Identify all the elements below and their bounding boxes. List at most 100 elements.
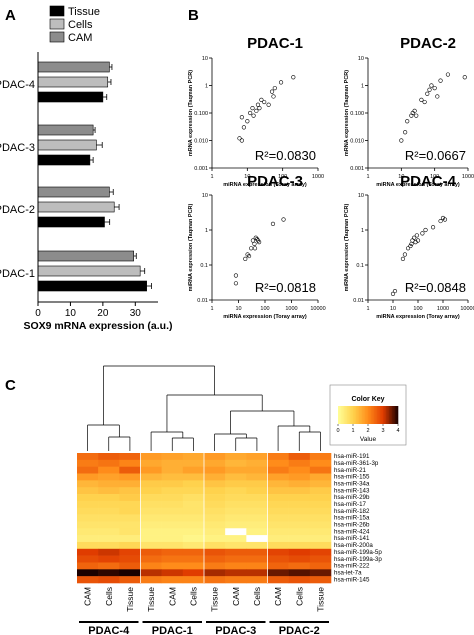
heatmap-cell [98,473,120,481]
heatmap-cell [288,521,311,529]
heatmap-cell [204,480,226,488]
scatter-point [278,80,284,85]
heatmap-cell [225,459,247,467]
y-axis-label: miRNA expression (Taqman PCR) [188,203,194,291]
heatmap-cell [309,494,332,502]
heatmap-cell [161,541,184,550]
color-key-swatch [344,406,346,424]
heatmap-cell [288,480,311,488]
heatmap-cell [140,453,162,461]
heatmap-cell [246,562,268,570]
heatmap-cell [309,548,332,556]
heatmap-cell [204,487,226,495]
x-tick-label: 1000 [285,306,297,312]
row-label: hsa-miR-199a-5p [334,549,382,556]
heatmap-cell [204,500,226,509]
heatmap-cell [267,535,289,543]
x-tick-label: 10 [398,174,404,180]
heatmap-cell [161,480,184,488]
heatmap-cell [77,569,99,577]
group-labels: PDAC-4 PDAC-1 PDAC-3 PDAC-2 [79,621,329,635]
row-label: hsa-miR-155 [334,474,370,481]
color-key-swatch [386,406,388,424]
bar-pdac-4-cells [37,76,109,88]
scatter-pdac-4: PDAC-4 1 10 100 1000 10000 0.01 0.1 1 10 R²=0.0848… [344,173,474,320]
heatmap-cell [246,514,268,522]
bar-pdac-2-tissue [37,216,105,228]
heatmap-cell [204,555,226,563]
column-label: Tissue [315,587,325,612]
scatter-point [429,83,434,88]
scatter-point [250,106,255,111]
heatmap-cell [182,453,205,461]
heatmap-cell [77,459,99,467]
group-label: PDAC-1 [152,625,193,635]
scatter-point [430,225,436,230]
color-key-swatch [338,406,340,424]
scatter-point [270,221,276,226]
heatmap-cell [288,576,311,584]
scatter-point [251,113,256,118]
scatter-point [438,78,443,83]
heatmap-cell [161,466,184,474]
legend-swatch-cells [49,18,65,30]
scatter-pdac-3: PDAC-3 1 10 100 1000 10000 0.01 0.1 1 10 R²=0.0818… [188,173,326,320]
heatmap-cell [182,576,205,584]
x-tick-label: 10 [65,308,77,319]
heatmap-cell [204,507,226,515]
color-key-tick-label: 0 [336,428,339,434]
color-key-swatch [377,406,379,424]
heatmap-cell [98,521,120,529]
column-label: CAM [231,587,241,606]
heatmap-cell [119,507,141,515]
heatmap-cell [140,487,162,495]
color-key-swatch [396,406,399,424]
color-key-swatch [372,406,375,424]
scatter-point [255,102,261,107]
heatmap-cell [140,459,162,467]
heatmap-cell [267,562,289,570]
heatmap-cell [204,569,226,577]
heatmap-cell [225,528,247,536]
heatmap-cell [309,514,332,522]
axes: PDAC-4 PDAC-3 PDAC-2 PDAC-1 0 10 20 30 [0,52,158,319]
y-tick-label: 10 [202,56,208,62]
bar-pdac-2-cells [37,201,115,213]
color-key-swatch [389,406,391,424]
color-key-swatch [369,406,372,424]
scatter-point [399,138,404,143]
heatmap-cell [77,562,99,570]
x-tick-label: 1 [210,306,213,312]
x-tick-label: 10 [390,306,396,312]
heatmap-cell [246,500,268,509]
heatmap-cell [77,576,99,584]
y-axis-label: miRNA expression (Taqman PCR) [344,203,350,291]
heatmap-cell [161,535,184,543]
column-label: Cells [252,587,262,606]
heatmap-cell [246,548,268,556]
heatmap-cell [161,487,184,495]
heatmap-cell [182,487,205,495]
color-key-tick-label: 1 [351,428,354,434]
heatmap-cell [77,535,99,543]
color-key-tick-label: 2 [366,428,369,434]
heatmap-cell [182,535,205,543]
heatmap-cell [119,528,141,536]
heatmap-cell [119,576,141,584]
scatter-point [233,281,239,286]
y-tick-label: 10 [358,56,364,62]
scatter-point [402,252,408,257]
scatter-point [243,256,248,261]
y-tick-label: 0.1 [200,263,208,269]
heatmap-cell [182,548,205,556]
heatmap-cell [309,528,332,536]
x-axis-label: miRNA expression (Toray array) [376,182,460,188]
scatter-title: PDAC-1 [247,35,303,52]
scatter-point [403,130,408,135]
y-tick-label: 1 [361,228,364,234]
row-label: hsa-miR-182 [334,508,370,515]
bar-pdac-3-tissue [37,154,91,166]
heatmap-cell [182,521,205,529]
heatmap-cell [225,473,247,481]
panel-b-scatter-plots: PDAC-1 1 10 100 1000 0.001 0.010 0.100 1 10 R²=0.0… [188,35,474,320]
